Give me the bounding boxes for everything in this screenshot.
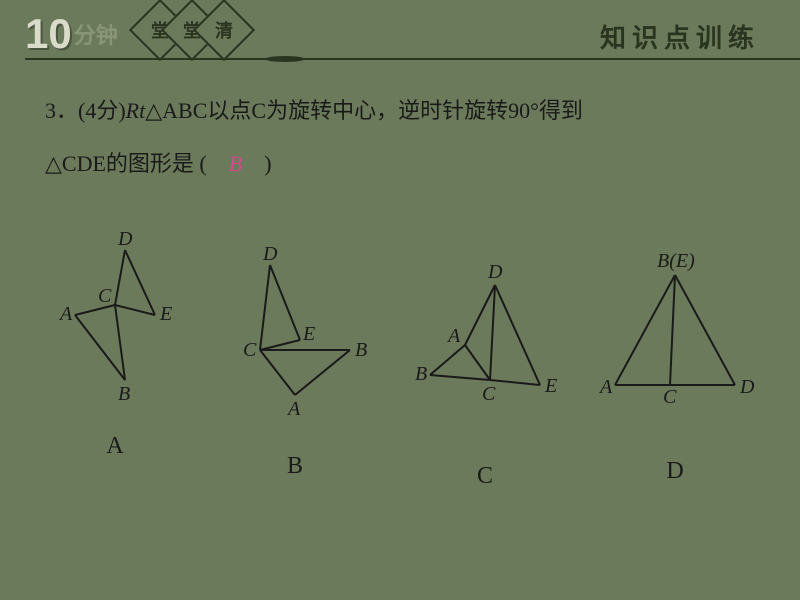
- svg-text:A: A: [598, 376, 613, 398]
- svg-text:E: E: [544, 375, 557, 397]
- diagram-d: B(E) A C D: [585, 245, 765, 445]
- question-text: 3．(4分)Rt△ABC以点C为旋转中心，逆时针旋转90°得到 △CDE的图形是…: [45, 85, 760, 191]
- svg-text:D: D: [487, 261, 503, 283]
- svg-text:C: C: [482, 383, 496, 405]
- diagram-c: D AB C E: [400, 250, 570, 450]
- diagram-a: D A C E B: [40, 220, 190, 420]
- header-title: 知识点训练: [600, 18, 760, 55]
- header: 10 分钟 堂 堂 清 知识点训练: [0, 0, 800, 60]
- svg-text:D: D: [739, 376, 755, 398]
- svg-text:B: B: [415, 363, 427, 385]
- svg-text:C: C: [663, 386, 677, 408]
- svg-text:B: B: [355, 339, 367, 361]
- option-d-label: D: [585, 458, 765, 485]
- diamond-badges: 堂 堂 清: [150, 8, 246, 52]
- option-a: D A C E B A: [40, 220, 190, 460]
- question-points: (4分): [78, 98, 126, 123]
- svg-text:D: D: [262, 243, 278, 265]
- svg-text:C: C: [243, 339, 257, 361]
- question-body-3: ): [242, 151, 271, 176]
- option-b: D E C B A B: [215, 240, 375, 480]
- svg-text:B(E): B(E): [657, 250, 695, 272]
- rt-prefix: Rt: [126, 98, 146, 123]
- svg-text:C: C: [98, 285, 112, 307]
- option-c-label: C: [400, 463, 570, 490]
- svg-text:D: D: [117, 228, 133, 250]
- timer-badge: 10 分钟: [25, 10, 118, 58]
- svg-text:E: E: [159, 303, 172, 325]
- badge-number: 10: [25, 10, 72, 58]
- diagram-b: D E C B A: [215, 240, 375, 440]
- option-a-label: A: [40, 433, 190, 460]
- option-c: D AB C E C: [400, 250, 570, 490]
- answer-letter: B: [229, 151, 242, 176]
- svg-text:A: A: [286, 398, 301, 420]
- option-b-label: B: [215, 453, 375, 480]
- svg-text:A: A: [58, 303, 73, 325]
- option-d: B(E) A C D D: [585, 245, 765, 485]
- badge-text: 分钟: [74, 18, 118, 50]
- options-container: DACEB A DECBA B DABCE C B(E)ACD D: [0, 220, 800, 500]
- question-body-1: △ABC以点C为旋转中心，逆时针旋转90°得到: [145, 98, 583, 123]
- svg-text:E: E: [302, 323, 315, 345]
- svg-text:A: A: [446, 325, 461, 347]
- header-underline: [25, 58, 800, 60]
- svg-text:B: B: [118, 383, 130, 405]
- question-number: 3: [45, 98, 56, 123]
- question-body-2: △CDE的图形是 (: [45, 151, 229, 176]
